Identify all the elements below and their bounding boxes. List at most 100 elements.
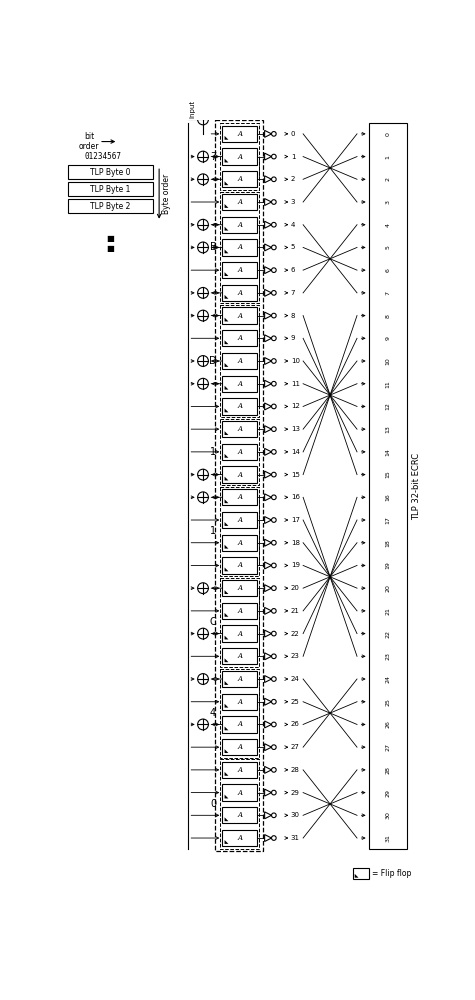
Text: = Flip flop: = Flip flop [371, 869, 411, 878]
Text: 4: 4 [385, 223, 390, 227]
Polygon shape [265, 766, 272, 773]
Text: 10: 10 [385, 357, 390, 365]
Text: A: A [237, 334, 242, 342]
Text: TLP Byte 0: TLP Byte 0 [90, 168, 131, 177]
Text: 5: 5 [291, 244, 295, 250]
Bar [220, 419, 259, 485]
Bar [222, 807, 257, 823]
Polygon shape [265, 403, 272, 410]
Text: 14: 14 [291, 449, 300, 455]
Circle shape [272, 381, 276, 386]
Text: 7: 7 [210, 152, 216, 162]
Circle shape [272, 813, 276, 818]
Text: 20: 20 [291, 585, 300, 591]
Polygon shape [225, 363, 228, 367]
Polygon shape [265, 744, 272, 751]
Text: 11: 11 [291, 381, 300, 387]
Text: A: A [237, 698, 242, 706]
Bar [68, 165, 153, 179]
Text: 1: 1 [210, 526, 216, 536]
Circle shape [272, 745, 276, 749]
Text: A: A [237, 380, 242, 388]
Circle shape [272, 722, 276, 727]
Text: 27: 27 [385, 743, 390, 751]
Circle shape [198, 287, 209, 298]
Bar [68, 182, 153, 196]
Bar [222, 126, 257, 142]
Bar [222, 194, 257, 210]
Bar [222, 535, 257, 551]
Polygon shape [225, 272, 228, 276]
Text: A: A [237, 675, 242, 683]
Text: A: A [237, 743, 242, 751]
Polygon shape [225, 704, 228, 708]
Text: 21: 21 [385, 607, 390, 615]
Polygon shape [265, 585, 272, 592]
Circle shape [272, 132, 276, 136]
Polygon shape [265, 471, 272, 478]
Polygon shape [265, 267, 272, 274]
Polygon shape [265, 698, 272, 705]
Polygon shape [265, 289, 272, 296]
Text: 16: 16 [385, 493, 390, 501]
Polygon shape [225, 840, 228, 844]
Bar [222, 171, 257, 187]
Circle shape [198, 310, 209, 321]
Text: 7: 7 [385, 291, 390, 295]
Text: 19: 19 [291, 562, 300, 568]
Text: A: A [237, 243, 242, 251]
Text: 3: 3 [291, 199, 295, 205]
Text: bit
order: bit order [79, 132, 99, 151]
Polygon shape [265, 517, 272, 523]
Text: A: A [237, 766, 242, 774]
Bar [222, 716, 257, 733]
Circle shape [272, 586, 276, 590]
Bar [220, 305, 259, 417]
Polygon shape [265, 244, 272, 251]
Text: B: B [209, 242, 217, 252]
Circle shape [272, 654, 276, 659]
Text: A: A [237, 834, 242, 842]
Circle shape [272, 836, 276, 840]
Bar [222, 285, 257, 301]
Text: A: A [237, 153, 242, 161]
Text: A: A [237, 289, 242, 297]
Circle shape [198, 583, 209, 594]
Text: 13: 13 [385, 425, 390, 433]
Circle shape [198, 151, 209, 162]
Text: A: A [237, 448, 242, 456]
Polygon shape [265, 312, 272, 319]
Polygon shape [265, 539, 272, 546]
Circle shape [272, 245, 276, 250]
Polygon shape [265, 494, 272, 501]
Text: 28: 28 [291, 767, 300, 773]
Text: 12: 12 [291, 403, 300, 409]
Polygon shape [225, 204, 228, 208]
Bar [222, 784, 257, 801]
Text: D: D [209, 356, 217, 366]
Text: 28: 28 [385, 766, 390, 774]
Text: 30: 30 [291, 812, 300, 818]
Text: 18: 18 [385, 539, 390, 547]
Bar [222, 239, 257, 256]
Bar [222, 557, 257, 574]
Polygon shape [265, 653, 272, 660]
Text: 16: 16 [291, 494, 300, 500]
Text: 22: 22 [291, 631, 300, 637]
Text: 6: 6 [291, 267, 295, 273]
Polygon shape [265, 721, 272, 728]
Text: 8: 8 [385, 314, 390, 318]
Text: Input: Input [189, 100, 195, 118]
Polygon shape [265, 812, 272, 819]
Polygon shape [225, 386, 228, 390]
Circle shape [198, 114, 209, 125]
Text: 8: 8 [291, 313, 295, 319]
Polygon shape [225, 726, 228, 730]
Polygon shape [225, 567, 228, 571]
Text: A: A [237, 221, 242, 229]
Polygon shape [265, 153, 272, 160]
Text: 5: 5 [385, 245, 390, 249]
Text: A: A [237, 607, 242, 615]
Polygon shape [225, 772, 228, 776]
Text: 3: 3 [385, 200, 390, 204]
